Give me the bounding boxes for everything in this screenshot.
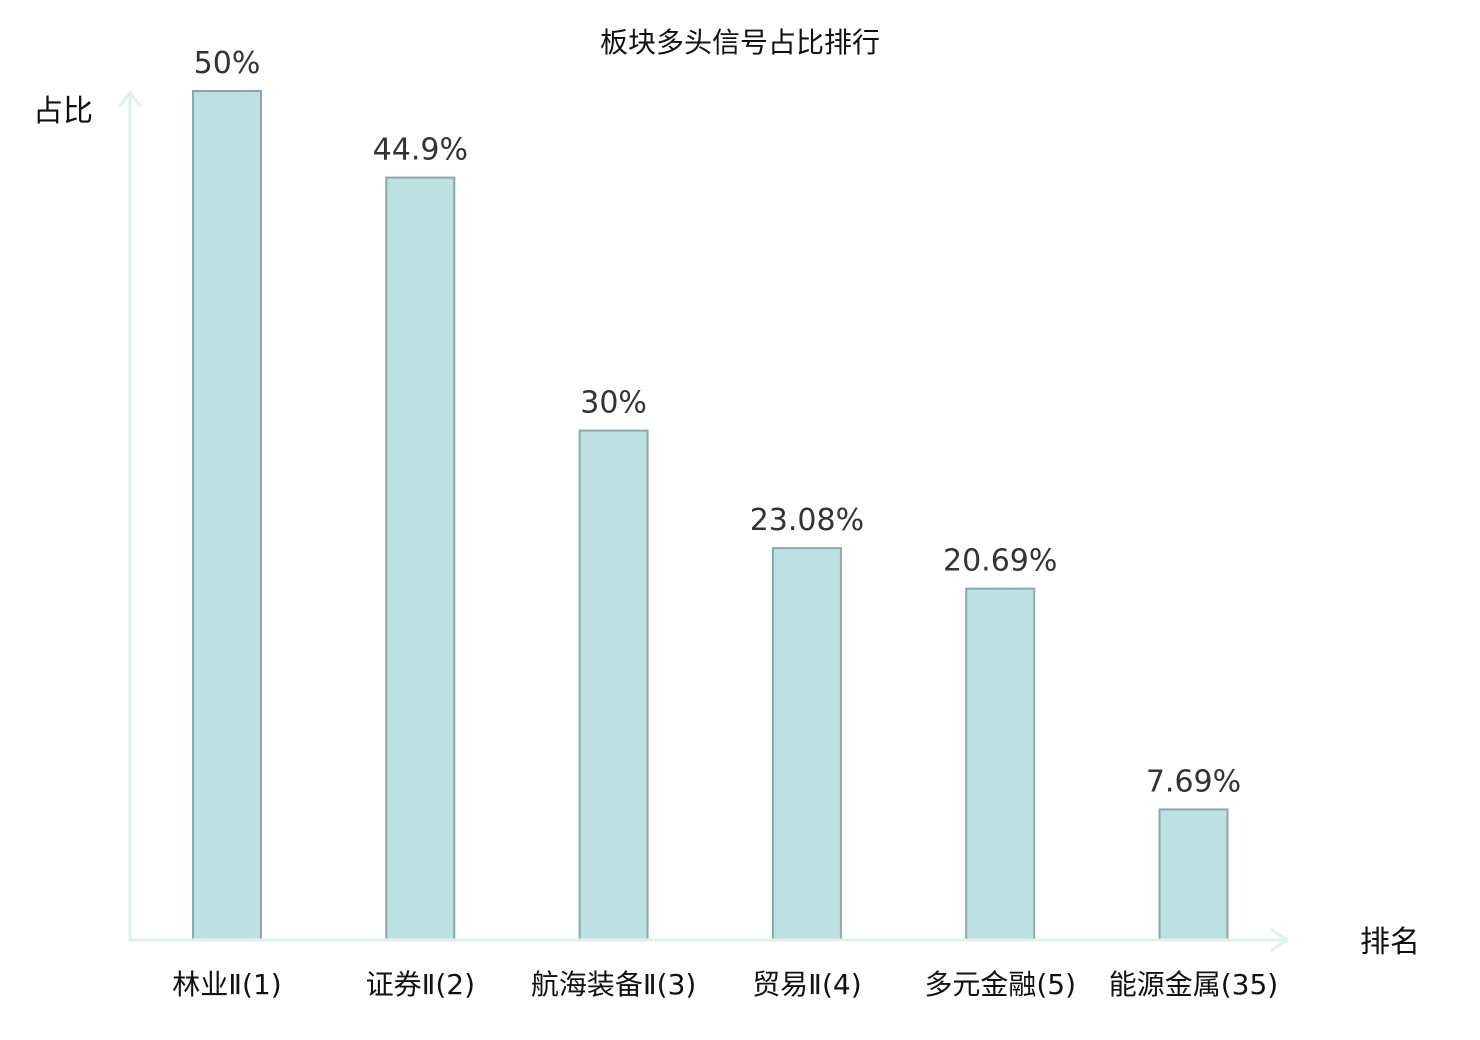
value-label-2: 44.9% [373,133,468,168]
category-label-1: 林业Ⅱ(1) [172,968,281,1001]
value-labels-layer: 50% 44.9% 30% 23.08% 20.69% 7.69% [194,46,1242,799]
bar-2 [385,176,456,941]
value-label-1: 50% [194,46,261,81]
category-label-4: 贸易Ⅱ(4) [752,968,861,1001]
category-label-5: 多元金融(5) [924,968,1076,1001]
x-axis-arrow-icon [1270,928,1289,952]
category-label-6: 能源金属(35) [1109,968,1278,1001]
bars-layer [192,90,1229,942]
category-labels-layer: 林业Ⅱ(1) 证券Ⅱ(2) 航海装备Ⅱ(3) 贸易Ⅱ(4) 多元金融(5) 能源金属(35… [172,968,1278,1001]
bar-1 [192,90,262,941]
value-label-3: 30% [580,386,647,421]
chart-title: 板块多头信号占比排行 [600,26,880,59]
bar-3 [578,429,649,941]
value-label-6: 7.69% [1146,764,1241,799]
bar-6 [1158,808,1229,942]
value-label-5: 20.69% [943,544,1057,579]
y-axis-label: 占比 [33,94,93,129]
bar-5 [965,587,1036,941]
category-label-2: 证券Ⅱ(2) [366,968,475,1001]
category-label-3: 航海装备Ⅱ(3) [531,968,696,1001]
x-axis-label: 排名 [1360,925,1420,960]
bar-4 [771,547,842,942]
value-label-4: 23.08% [750,503,864,538]
y-axis-arrow-icon [118,90,142,108]
